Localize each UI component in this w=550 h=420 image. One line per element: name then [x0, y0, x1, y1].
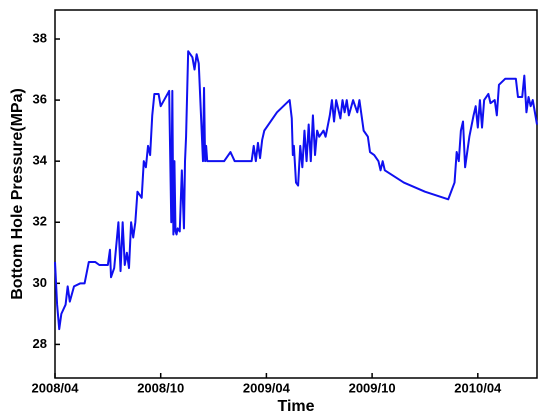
y-tick-label: 36 — [33, 92, 47, 107]
x-axis-title: Time — [277, 398, 314, 415]
y-tick-label: 32 — [33, 214, 47, 229]
plot-frame — [54, 9, 538, 379]
data-line — [54, 50, 538, 331]
y-tick-label: 38 — [33, 30, 47, 45]
y-tick-label: 34 — [33, 153, 48, 168]
x-tick-label: 2009/10 — [349, 380, 396, 395]
x-tick-label: 2008/04 — [32, 380, 80, 395]
x-tick-label: 2010/04 — [454, 380, 502, 395]
y-axis-title: Bottom Hole Pressure(MPa) — [9, 88, 26, 300]
x-tick-label: 2009/04 — [243, 380, 291, 395]
x-tick-label: 2008/10 — [137, 380, 184, 395]
y-tick-label: 30 — [33, 275, 47, 290]
y-tick-label: 28 — [33, 336, 47, 351]
